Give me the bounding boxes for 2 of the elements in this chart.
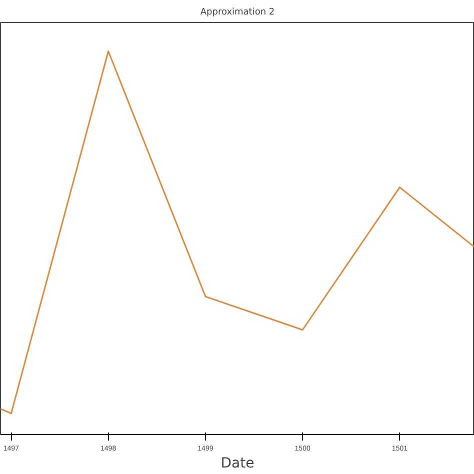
chart-title: Approximation 2 [200, 8, 275, 18]
x-axis-title: Date [220, 456, 254, 472]
